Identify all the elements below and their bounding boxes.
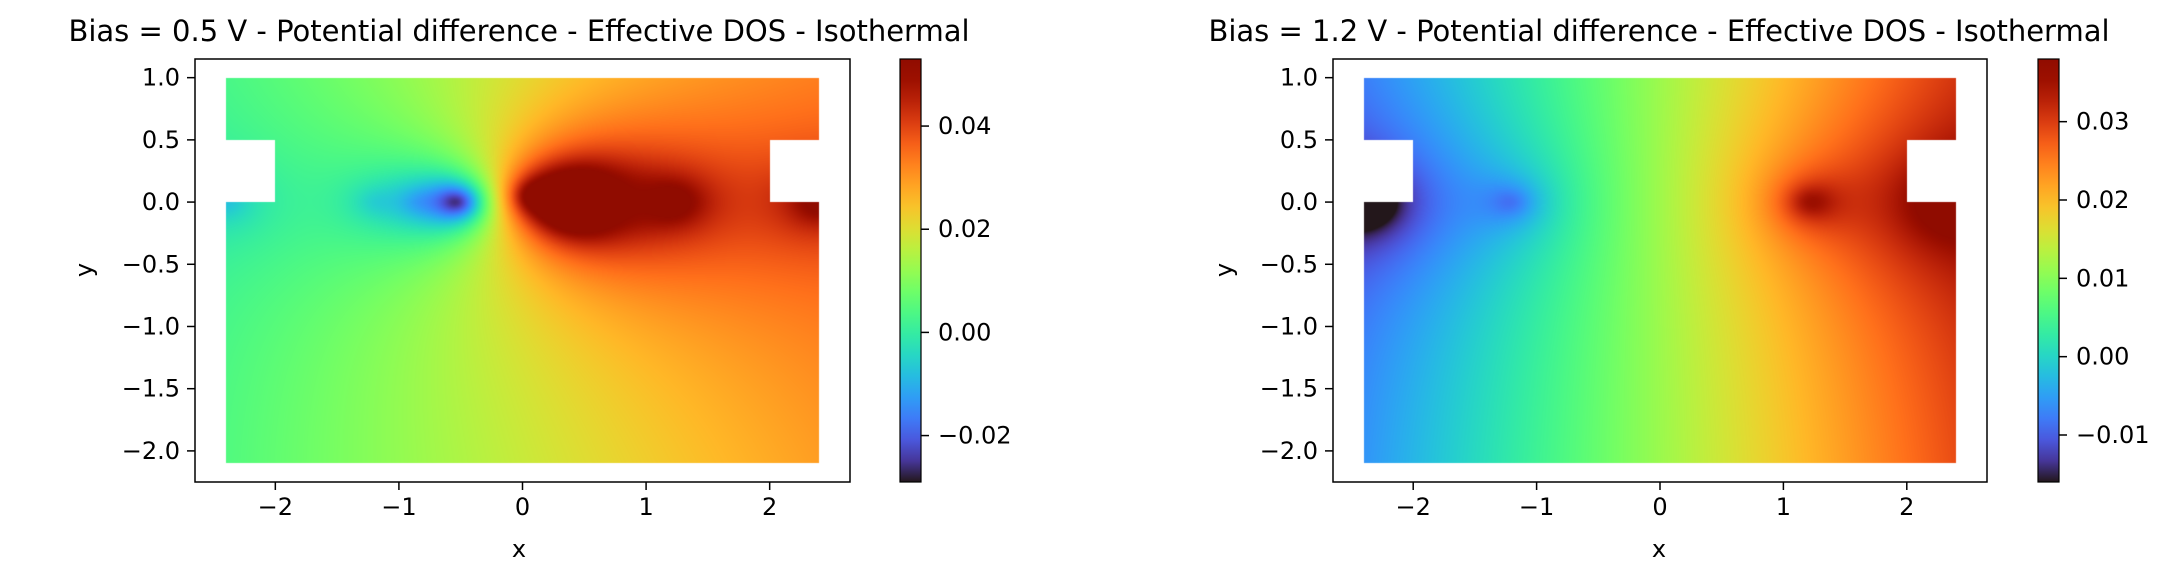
chart-2-heatmap (1333, 59, 1987, 482)
y-tick-label: −2.0 (1260, 437, 1318, 465)
y-tick-label: −0.5 (122, 250, 180, 278)
colorbar-tick-label: 0.01 (2076, 264, 2129, 292)
chart-2-axes: −2 −1 0 1 2 1.0 0.5 0.0 −0.5 −1.0 −1.5 −2.0 (1260, 64, 1915, 521)
chart-1-colorbar (899, 58, 922, 483)
colorbar-tick-label: 0.03 (2076, 108, 2129, 136)
x-tick-label: 0 (515, 493, 530, 521)
x-tick-label: −2 (258, 493, 293, 521)
y-tick-label: 0.0 (1280, 188, 1318, 216)
chart-1-ylabel: y (70, 263, 98, 277)
colorbar-tick-label: −0.01 (2076, 421, 2150, 449)
chart-1-axes: −2 −1 0 1 2 1.0 0.5 0.0 −0.5 −1.0 −1.5 −2.0 (122, 64, 778, 521)
y-tick-label: −1.0 (1260, 312, 1318, 340)
x-tick-label: −1 (1519, 493, 1554, 521)
chart-1-colorbar-ticks: −0.02 0.00 0.02 0.04 (921, 112, 1012, 450)
colorbar-tick-label: 0.04 (938, 112, 991, 140)
chart-2-title: Bias = 1.2 V - Potential difference - Ef… (1208, 14, 2109, 48)
x-tick-label: 1 (1776, 493, 1791, 521)
chart-2-xlabel: x (1652, 535, 1666, 563)
x-tick-label: −2 (1396, 493, 1431, 521)
y-tick-label: 0.0 (142, 188, 180, 216)
chart-1-heatmap (195, 59, 850, 482)
chart-panel-2: Bias = 1.2 V - Potential difference - Ef… (1208, 14, 2149, 563)
chart-panel-1: Bias = 0.5 V - Potential difference - Ef… (68, 14, 1011, 563)
y-tick-label: −1.0 (122, 312, 180, 340)
y-tick-label: −1.5 (1260, 375, 1318, 403)
colorbar-tick-label: 0.02 (938, 215, 991, 243)
x-tick-label: 2 (762, 493, 777, 521)
y-tick-label: 1.0 (142, 64, 180, 92)
x-tick-label: 1 (638, 493, 653, 521)
x-tick-label: 0 (1652, 493, 1667, 521)
y-tick-label: 1.0 (1280, 64, 1318, 92)
colorbar-tick-label: 0.00 (938, 318, 991, 346)
colorbar-tick-label: 0.00 (2076, 343, 2129, 371)
chart-1-title: Bias = 0.5 V - Potential difference - Ef… (68, 14, 969, 48)
chart-2-colorbar-ticks: −0.01 0.00 0.01 0.02 0.03 (2059, 108, 2150, 449)
y-tick-label: −1.5 (122, 375, 180, 403)
colorbar-tick-label: −0.02 (938, 422, 1012, 450)
x-tick-label: 2 (1899, 493, 1914, 521)
chart-2-colorbar (2037, 58, 2060, 483)
y-tick-label: 0.5 (142, 126, 180, 154)
chart-1-xlabel: x (512, 535, 526, 563)
y-tick-label: −2.0 (122, 437, 180, 465)
y-tick-label: 0.5 (1280, 126, 1318, 154)
colorbar-tick-label: 0.02 (2076, 186, 2129, 214)
y-tick-label: −0.5 (1260, 250, 1318, 278)
chart-2-ylabel: y (1210, 263, 1238, 277)
x-tick-label: −1 (381, 493, 416, 521)
